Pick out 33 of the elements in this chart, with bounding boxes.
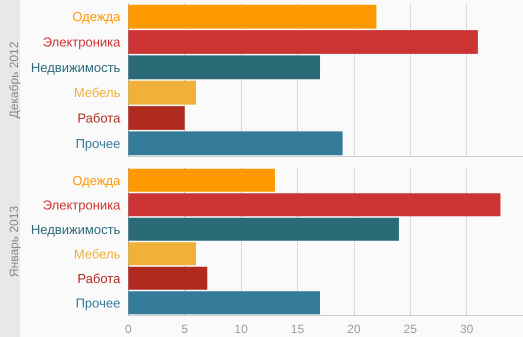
x-tick-label: 5 xyxy=(181,322,188,336)
bar xyxy=(128,242,196,266)
bar xyxy=(128,80,196,105)
x-tick-label: 25 xyxy=(404,322,418,336)
bar xyxy=(128,168,275,192)
x-tick-label: 10 xyxy=(234,322,248,336)
y-tick-label: Работа xyxy=(77,110,122,126)
y-axis-title: Декабрь 2012 xyxy=(7,41,21,118)
y-tick-label: Мебель xyxy=(74,246,121,262)
bar xyxy=(128,30,478,54)
y-tick-label: Прочее xyxy=(76,295,120,310)
x-tick-label: 20 xyxy=(347,322,361,336)
x-tick-label: 30 xyxy=(460,322,474,336)
bar xyxy=(128,55,320,80)
x-tick-label: 0 xyxy=(124,322,132,336)
bar xyxy=(128,193,500,216)
y-tick-label: Недвижимость xyxy=(30,222,121,237)
bar xyxy=(128,106,185,130)
y-axis-title: Январь 2013 xyxy=(7,206,21,278)
x-tick-label: 15 xyxy=(290,322,304,336)
y-tick-label: Электроника xyxy=(42,197,122,212)
bar xyxy=(128,131,343,156)
y-tick-label: Одежда xyxy=(72,172,122,188)
bar xyxy=(128,4,376,29)
bar xyxy=(128,266,208,290)
y-tick-label: Мебель xyxy=(74,85,121,100)
bar xyxy=(128,291,320,314)
y-tick-label: Недвижимость xyxy=(30,60,121,75)
y-tick-label: Прочее xyxy=(76,136,120,151)
y-tick-label: Работа xyxy=(77,270,122,286)
y-tick-label: Одежда xyxy=(72,9,122,24)
y-tick-label: Электроника xyxy=(42,34,122,50)
bar xyxy=(128,218,399,241)
